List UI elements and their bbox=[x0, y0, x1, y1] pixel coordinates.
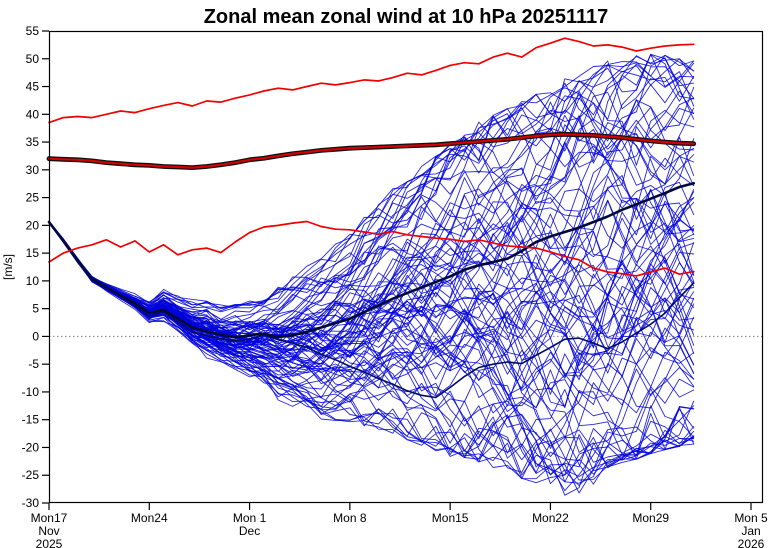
control-member-line bbox=[48, 221, 695, 399]
ensemble-member-line bbox=[48, 221, 695, 390]
ensemble-member-line bbox=[48, 221, 695, 458]
x-tick-label: Mon24 bbox=[131, 511, 168, 525]
y-tick-label: 20 bbox=[26, 218, 40, 232]
climatology-mean-outline bbox=[46, 131, 697, 171]
climatology-lower-percentile-line bbox=[48, 220, 695, 277]
y-tick-label: 50 bbox=[26, 52, 40, 66]
x-tick-label: Mon17 bbox=[31, 511, 68, 525]
x-tick-label: Mon29 bbox=[632, 511, 669, 525]
climatology-upper-percentile-line bbox=[48, 37, 695, 124]
x-tick-label: Mon22 bbox=[532, 511, 569, 525]
ensemble-member-line bbox=[48, 221, 695, 365]
y-tick-label: 5 bbox=[32, 302, 39, 316]
y-tick-label: -30 bbox=[22, 496, 40, 510]
y-tick-label: -10 bbox=[22, 385, 40, 399]
y-tick-label: -5 bbox=[28, 357, 39, 371]
x-tick-sublabel: Jan bbox=[741, 524, 760, 538]
y-tick-label: -20 bbox=[22, 440, 40, 454]
ensemble-mean-line bbox=[47, 181, 696, 339]
y-tick-label: 35 bbox=[26, 135, 40, 149]
y-tick-label: 0 bbox=[32, 329, 39, 343]
y-axis-label: [m/s] bbox=[1, 254, 15, 280]
x-tick-sublabel: 2025 bbox=[36, 537, 63, 548]
y-tick-label: -15 bbox=[22, 413, 40, 427]
ensemble-member-line bbox=[48, 222, 695, 465]
y-tick-label: 45 bbox=[26, 80, 40, 94]
ensemble-member-line bbox=[48, 60, 695, 331]
x-tick-label: Mon 5 bbox=[734, 511, 768, 525]
ensemble-member-line bbox=[48, 203, 695, 399]
plot-border bbox=[48, 30, 764, 504]
ensemble-member-line bbox=[48, 141, 695, 344]
ensemble-member-line bbox=[48, 201, 695, 396]
ensemble-member-line bbox=[48, 53, 695, 324]
ensemble-member-line bbox=[48, 132, 695, 336]
ensemble-member-line bbox=[48, 221, 695, 475]
y-tick-label: 30 bbox=[26, 163, 40, 177]
y-tick-label: 40 bbox=[26, 107, 40, 121]
ensemble-member-line bbox=[48, 87, 695, 313]
ensemble-member-line bbox=[48, 147, 695, 380]
x-tick-sublabel: 2026 bbox=[738, 537, 765, 548]
y-tick-label: -25 bbox=[22, 468, 40, 482]
ensemble-member-line bbox=[48, 114, 695, 345]
plot-content: -30-25-20-15-10-50510152025303540455055M… bbox=[22, 24, 768, 548]
ensemble-member-line bbox=[48, 199, 695, 350]
x-tick-sublabel: Dec bbox=[239, 524, 260, 538]
climatology-mean-line bbox=[47, 133, 695, 169]
y-tick-label: 55 bbox=[26, 24, 40, 38]
x-tick-label: Mon 8 bbox=[333, 511, 367, 525]
chart-title: Zonal mean zonal wind at 10 hPa 20251117 bbox=[204, 6, 609, 28]
x-tick-sublabel: Nov bbox=[38, 524, 59, 538]
ensemble-member-line bbox=[48, 220, 695, 476]
y-tick-label: 10 bbox=[26, 274, 40, 288]
x-tick-label: Mon 1 bbox=[233, 511, 267, 525]
ensemble-member-line bbox=[48, 220, 695, 459]
y-tick-label: 25 bbox=[26, 191, 40, 205]
ensemble-member-line bbox=[48, 55, 695, 309]
ensemble-member-line bbox=[48, 54, 695, 335]
ensemble-member-line bbox=[48, 106, 695, 331]
y-tick-label: 15 bbox=[26, 246, 40, 260]
ensemble-member-line bbox=[48, 97, 695, 309]
ensemble-member-line bbox=[48, 222, 695, 375]
ensemble-member-line bbox=[48, 222, 695, 374]
x-tick-label: Mon15 bbox=[432, 511, 469, 525]
ensemble-member-line bbox=[48, 53, 695, 308]
